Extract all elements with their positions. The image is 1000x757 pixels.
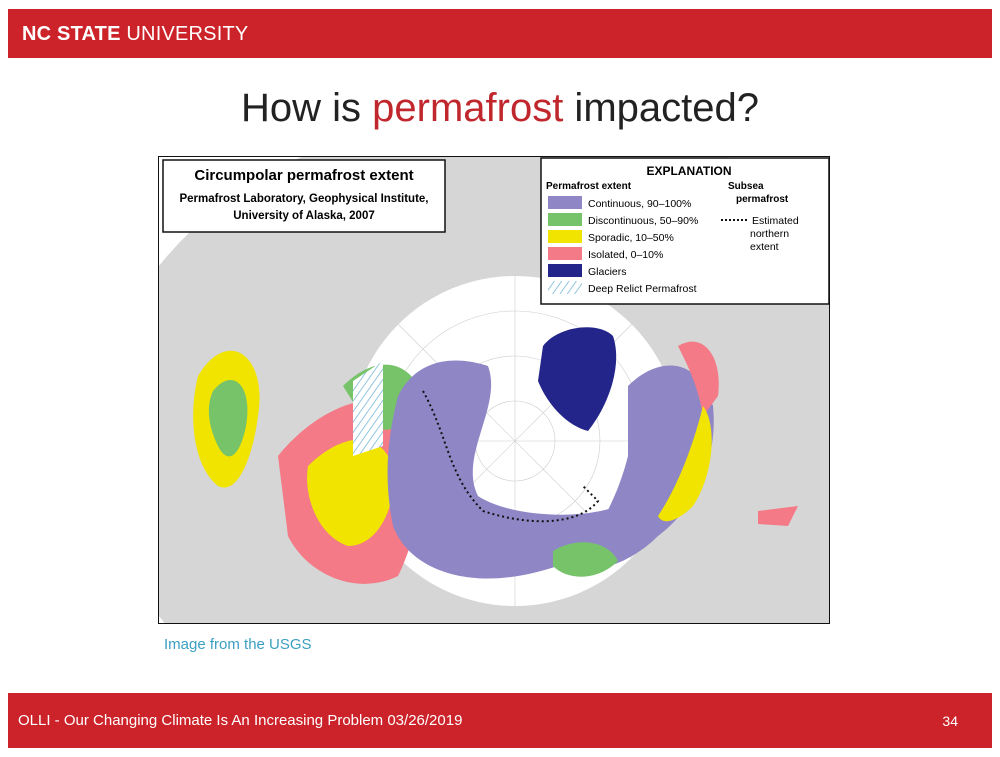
header-bar: NC STATE UNIVERSITY [8,9,992,58]
brand-bold: NC STATE [22,23,121,45]
map-frame [158,156,830,624]
legend-items: Continuous, 90–100% Discontinuous, 50–90… [548,196,698,295]
footer-text: OLLI - Our Changing Climate Is An Increa… [18,712,463,729]
subsea-heading: permafrost [736,194,789,205]
legend-label: Continuous, 90–100% [588,198,691,210]
image-caption: Image from the USGS [164,636,312,653]
swatch [548,281,582,294]
map-subtitle: University of Alaska, 2007 [233,210,374,222]
slide-title: How is permafrost impacted? [0,86,1000,131]
title-part: impacted? [563,86,759,130]
subsea-label: northern [750,228,789,240]
title-highlight: permafrost [372,86,564,130]
swatch [548,264,582,277]
legend-label: Deep Relict Permafrost [588,283,697,295]
subsea-label: extent [750,241,779,253]
legend-label: Sporadic, 10–50% [588,232,674,244]
map-subtitle: Permafrost Laboratory, Geophysical Insti… [179,193,428,205]
legend-heading: EXPLANATION [646,164,731,178]
subsea-heading: Subsea [728,181,764,192]
subsea-label: Estimated [752,215,799,227]
title-part: How is [241,86,373,130]
legend-label: Isolated, 0–10% [588,249,663,261]
legend-label: Glaciers [588,266,627,278]
legend-subheading: Permafrost extent [546,181,632,192]
swatch [548,230,582,243]
swatch [548,247,582,260]
swatch [548,196,582,209]
swatch [548,213,582,226]
legend-box [540,157,830,305]
brand: NC STATE UNIVERSITY [22,23,248,46]
legend-label: Discontinuous, 50–90% [588,215,698,227]
page-number: 34 [942,713,958,729]
map-title: Circumpolar permafrost extent [194,167,413,184]
permafrost-map: Circumpolar permafrost extent Permafrost… [158,156,830,624]
brand-regular: UNIVERSITY [126,23,249,45]
map-title-box [162,159,446,233]
footer-bar: OLLI - Our Changing Climate Is An Increa… [8,693,992,748]
